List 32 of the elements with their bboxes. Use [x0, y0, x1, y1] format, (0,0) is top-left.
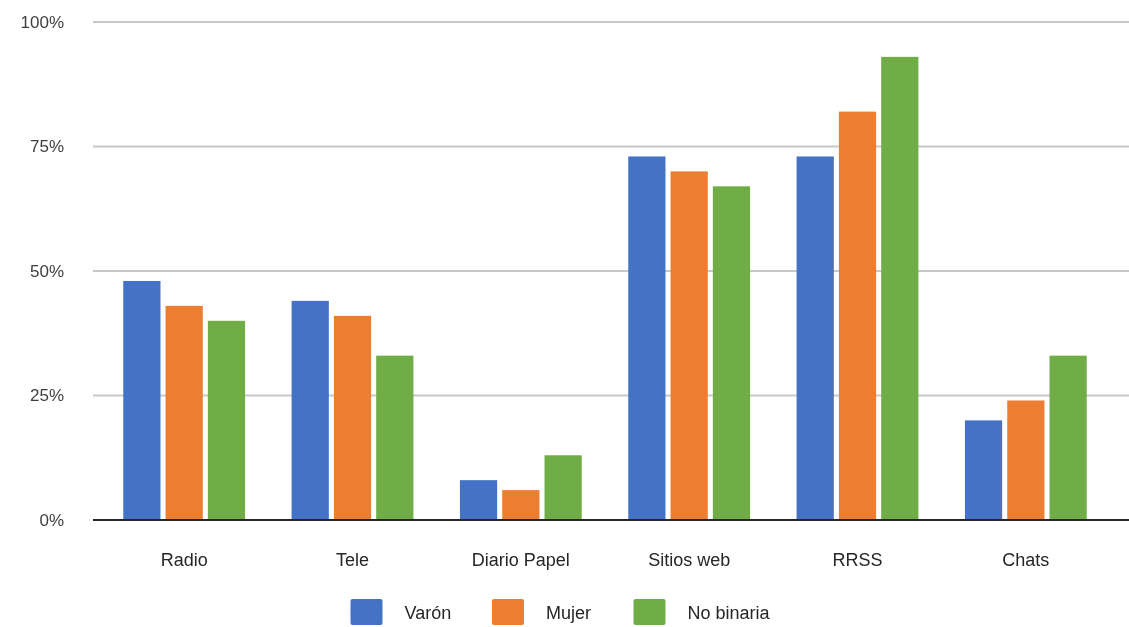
x-tick-label: RRSS [832, 550, 883, 570]
legend-label: No binaria [687, 603, 771, 623]
bar [628, 156, 666, 520]
x-tick-label: Tele [335, 550, 370, 570]
bar [376, 355, 414, 520]
x-tick-label: Sitios web [648, 550, 731, 570]
bar [165, 305, 203, 520]
bar [964, 420, 1003, 520]
bar [1049, 355, 1087, 520]
bar [502, 490, 540, 520]
y-tick-label: 50% [29, 261, 64, 281]
bar [881, 56, 919, 520]
bar [291, 300, 329, 520]
y-tick-label: 100% [20, 12, 64, 32]
legend-label: Mujer [546, 603, 592, 623]
bar [544, 455, 582, 520]
y-tick-label: 0% [39, 510, 64, 530]
bar [1007, 400, 1045, 520]
x-tick-label: Chats [1002, 550, 1050, 570]
x-tick-label: Diario Papel [471, 550, 570, 570]
bar [670, 171, 708, 520]
y-tick-label: 25% [29, 386, 64, 406]
legend-label: Varón [404, 603, 452, 623]
bar [712, 186, 751, 520]
bar [459, 480, 498, 520]
bar [207, 320, 246, 520]
y-tick-label: 75% [29, 137, 64, 157]
bar [123, 280, 161, 520]
bar [333, 315, 372, 520]
bar [796, 156, 834, 520]
x-tick-label: Radio [160, 550, 208, 570]
bar [838, 111, 877, 520]
